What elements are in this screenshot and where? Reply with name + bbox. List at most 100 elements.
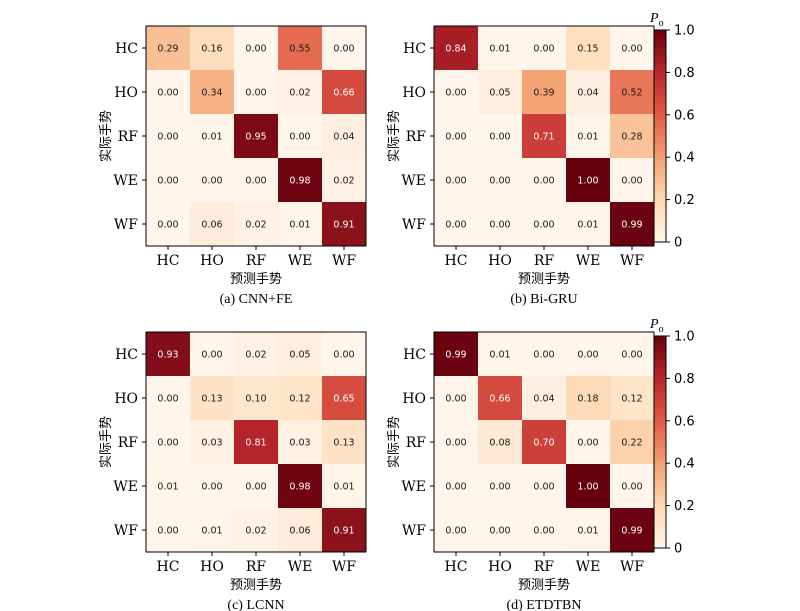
heatmap-cell [190,70,234,114]
heatmap-cell [278,464,322,508]
heatmap-cell [610,508,654,552]
heatmap-cell [190,158,234,202]
y-tick-label: WE [401,479,426,495]
cell-value-label: 0.08 [489,438,510,449]
heatmap-cell [478,70,522,114]
cell-value-label: 0.00 [157,132,178,143]
x-tick-label: HC [445,559,468,575]
cell-value-label: 0.00 [621,350,642,361]
heatmap-cell [322,376,366,420]
colorbar: 0 0.2 0.4 0.6 0.8 1.0 Po [649,11,695,251]
heatmap-cell [478,332,522,376]
cell-value-label: 0.00 [489,482,510,493]
y-tick-label: WE [401,173,426,189]
y-tick-label: WE [113,173,138,189]
heatmap-cell [434,202,478,246]
y-tick-label: RF [118,435,139,451]
heatmap-panel-2: 0.84 0.01 0.00 0.15 0.00 0.00 0.05 0.39 0.04 0.52… [386,25,655,307]
colorbar-gradient [653,335,667,549]
heatmap-cell [234,158,278,202]
heatmap-cell [146,70,190,114]
x-tick-label: HO [488,253,512,269]
heatmap-panel-3: 0.93 0.00 0.02 0.05 0.00 0.00 0.13 0.10 0.12 0.65… [98,331,367,611]
cell-value-label: 0.00 [533,176,554,187]
colorbar-tick-label: 0.2 [674,193,695,208]
cell-value-label: 0.99 [445,350,466,361]
cell-value-label: 0.01 [489,350,510,361]
cell-value-label: 0.00 [445,132,466,143]
heatmap-cell [322,26,366,70]
heatmap-cell [190,376,234,420]
heatmap-cell [566,332,610,376]
heatmap-cell [146,508,190,552]
colorbar-tick-label: 0.6 [674,414,695,429]
cell-value-label: 0.28 [621,132,642,143]
cell-value-label: 0.91 [333,220,354,231]
x-tick-label: WF [332,253,356,269]
colorbar-title: Po [649,11,664,29]
heatmap-cell [566,420,610,464]
x-axis-label: 预测手势 [518,577,570,593]
heatmap-cell [322,202,366,246]
cell-value-label: 0.00 [201,482,222,493]
cell-value-label: 0.01 [201,526,222,537]
panel-caption: (b) Bi-GRU [510,292,577,307]
heatmap-cell [190,508,234,552]
x-tick-label: RF [534,559,555,575]
cell-value-label: 0.00 [157,394,178,405]
cell-value-label: 0.66 [333,88,354,99]
y-axis-label: 实际手势 [386,110,402,162]
cell-value-label: 0.00 [445,526,466,537]
heatmap-cell [434,376,478,420]
heatmap-cell [610,26,654,70]
heatmap-cell [566,158,610,202]
cell-value-label: 0.00 [445,220,466,231]
panel-caption: (c) LCNN [227,598,284,611]
y-tick-label: HO [114,391,138,407]
heatmap-cell [234,376,278,420]
cell-value-label: 0.00 [445,482,466,493]
cell-value-label: 0.00 [157,176,178,187]
heatmap-cell [146,158,190,202]
cell-value-label: 0.03 [289,438,310,449]
y-tick-label: HC [403,347,426,363]
cell-value-label: 0.00 [157,220,178,231]
heatmap-cell [278,70,322,114]
y-tick-label: WF [402,523,426,539]
cell-value-label: 0.02 [245,220,266,231]
cell-value-label: 0.81 [245,438,266,449]
heatmap-cell [278,158,322,202]
x-tick-label: HC [157,559,180,575]
cell-value-label: 0.71 [533,132,554,143]
x-tick-label: HO [488,559,512,575]
cell-value-label: 0.99 [621,526,642,537]
y-tick-label: WF [402,217,426,233]
colorbar: 0 0.2 0.4 0.6 0.8 1.0 Po [649,317,695,557]
heatmap-cell [566,114,610,158]
heatmap-cell [234,332,278,376]
heatmap-cell [522,332,566,376]
cell-value-label: 1.00 [577,482,598,493]
cell-value-label: 0.39 [533,88,554,99]
y-tick-label: HO [114,85,138,101]
cell-value-label: 0.00 [333,350,354,361]
heatmap-cell [434,420,478,464]
cell-value-label: 0.00 [489,176,510,187]
colorbar-tick-label: 0.2 [674,499,695,514]
cell-value-label: 0.00 [157,526,178,537]
heatmap-cell [566,508,610,552]
heatmap-cell [278,420,322,464]
heatmap-cell [434,26,478,70]
y-tick-label: HO [402,85,426,101]
cell-value-label: 0.00 [489,526,510,537]
heatmap-cell [234,114,278,158]
colorbar-gradient [653,29,667,243]
heatmap-cell [610,70,654,114]
y-tick-label: WE [113,479,138,495]
heatmap-cell [478,508,522,552]
heatmap-cell [434,158,478,202]
heatmap-cell [522,376,566,420]
heatmap-cell [322,464,366,508]
cell-value-label: 0.52 [621,88,642,99]
heatmap-cell [610,158,654,202]
